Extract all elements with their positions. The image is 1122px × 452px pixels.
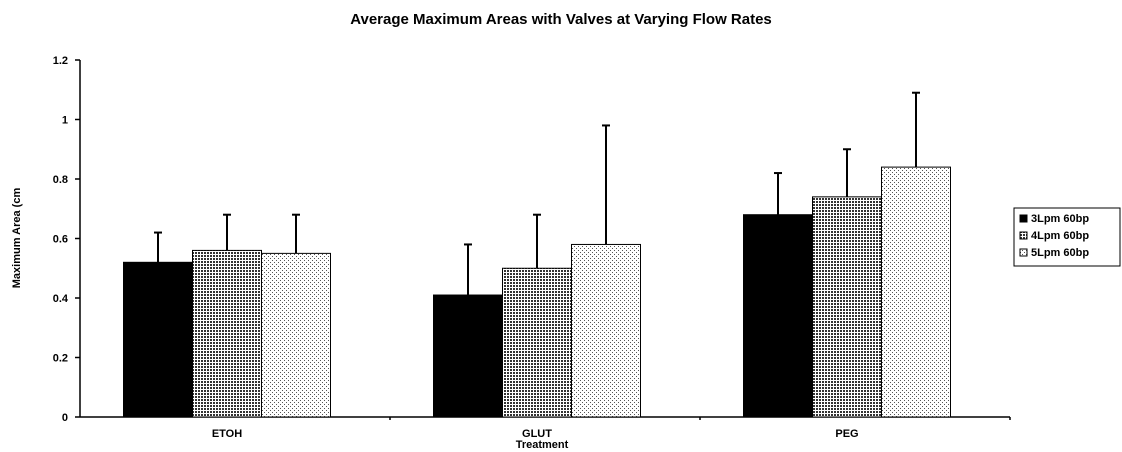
legend: 3Lpm 60bp 4Lpm 60bp 5Lpm 60bp xyxy=(1013,207,1121,267)
x-axis: ETOH GLUT PEG xyxy=(80,416,1011,440)
y-axis: 0 0.2 0.4 0.6 0.8 1 1.2 xyxy=(53,55,81,424)
bar-glut-series-3 xyxy=(571,243,641,418)
bar-etoh-series-2 xyxy=(192,249,262,418)
legend-box xyxy=(1013,207,1121,267)
bar-glut-series-2 xyxy=(502,267,572,418)
x-tick-label: ETOH xyxy=(212,428,242,440)
y-tick-label: 0.8 xyxy=(53,174,68,186)
legend-swatch xyxy=(1019,248,1028,257)
bar-peg-series-1 xyxy=(743,214,813,418)
legend-label: 5Lpm 60bp xyxy=(1031,247,1089,259)
x-tick-label: GLUT xyxy=(522,428,552,440)
x-tick-label: PEG xyxy=(835,428,858,440)
bar-peg-series-2 xyxy=(812,196,882,418)
y-tick-label: 0.2 xyxy=(53,353,68,365)
y-tick-label: 1 xyxy=(62,115,68,127)
legend-label: 4Lpm 60bp xyxy=(1031,230,1089,242)
y-tick-label: 0.4 xyxy=(53,293,69,305)
y-tick-label: 0.6 xyxy=(53,234,68,246)
y-axis-label: Maximum Area (cm xyxy=(11,188,23,289)
bar-peg-series-3 xyxy=(881,166,951,418)
chart-title: Average Maximum Areas with Valves at Var… xyxy=(350,11,772,28)
y-tick-label: 0 xyxy=(62,412,68,424)
legend-swatch xyxy=(1019,231,1028,240)
bar-etoh-series-3 xyxy=(261,252,331,418)
legend-label: 3Lpm 60bp xyxy=(1031,213,1089,225)
bars xyxy=(123,166,951,418)
bar-etoh-series-1 xyxy=(123,261,193,418)
legend-swatch xyxy=(1019,214,1028,223)
bar-glut-series-1 xyxy=(433,294,503,418)
error-bars xyxy=(154,91,920,296)
y-tick-label: 1.2 xyxy=(53,55,68,67)
x-axis-label: Treatment xyxy=(516,439,569,451)
